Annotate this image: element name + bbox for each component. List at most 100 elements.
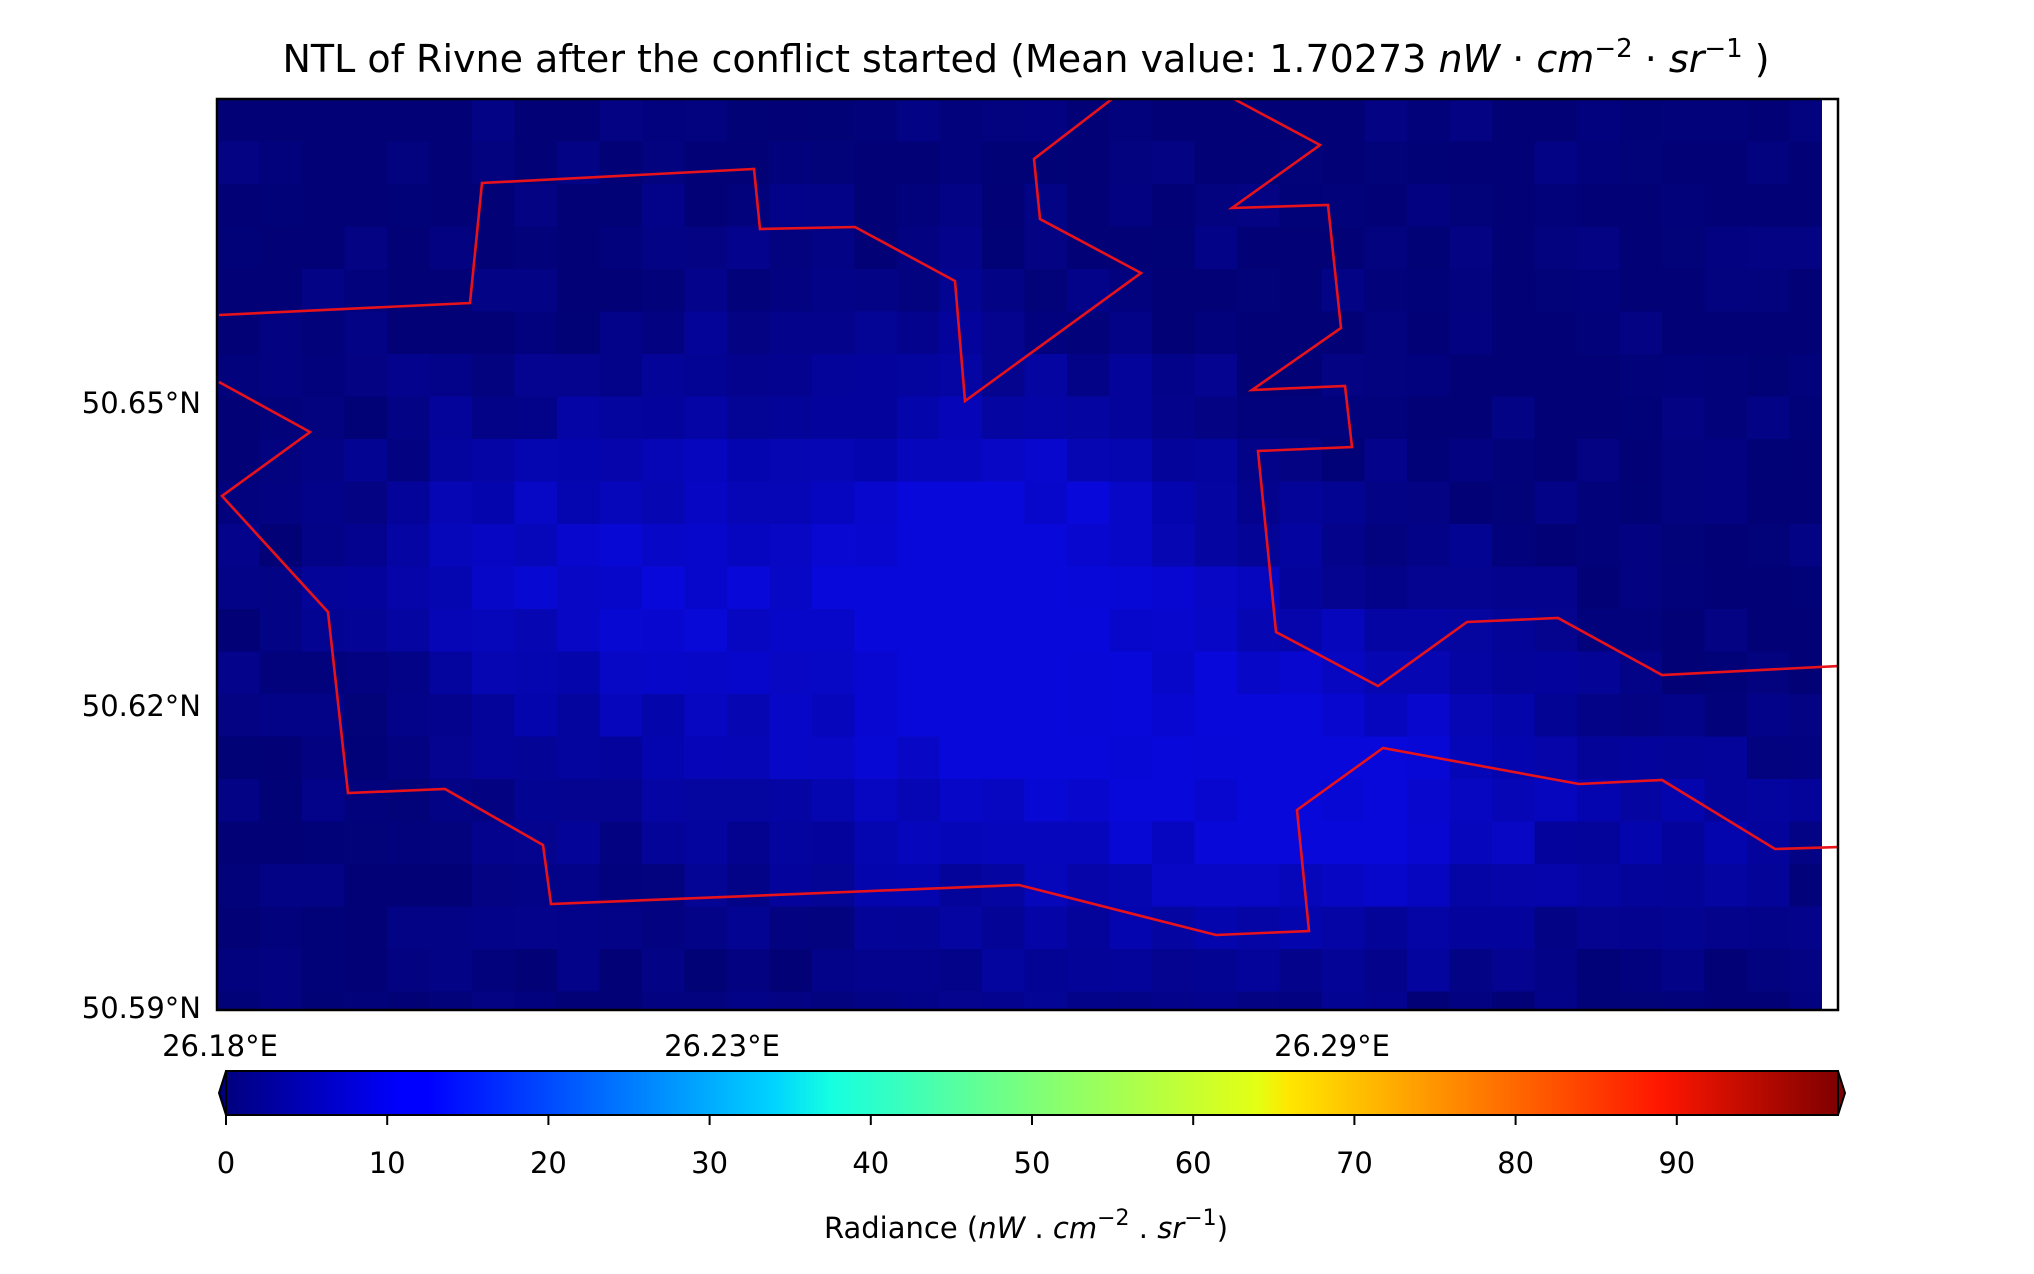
- raster-pixel: [939, 566, 983, 610]
- raster-pixel: [727, 524, 771, 568]
- raster-pixel: [344, 226, 388, 270]
- raster-pixel: [1152, 184, 1196, 228]
- raster-pixel: [1492, 481, 1536, 525]
- raster-pixel: [1449, 439, 1493, 483]
- raster-pixel: [259, 779, 303, 823]
- raster-pixel: [982, 779, 1026, 823]
- raster-pixel: [1322, 736, 1366, 780]
- raster-pixel: [854, 779, 898, 823]
- raster-pixel: [259, 566, 303, 610]
- raster-pixel: [387, 566, 431, 610]
- raster-pixel: [769, 184, 813, 228]
- raster-pixel: [1279, 311, 1323, 355]
- colorbar-gradient: [226, 1071, 1838, 1115]
- raster-pixel: [1194, 949, 1238, 993]
- raster-pixel: [684, 779, 728, 823]
- raster-pixel: [1577, 821, 1621, 865]
- raster-pixel: [302, 354, 346, 398]
- raster-pixel: [1024, 694, 1068, 738]
- raster-pixel: [429, 396, 473, 440]
- raster-pixel: [1662, 354, 1706, 398]
- raster-pixel: [387, 226, 431, 270]
- raster-pixel: [1067, 524, 1111, 568]
- raster-pixel: [599, 566, 643, 610]
- raster-pixel: [1534, 226, 1578, 270]
- raster-pixel: [1237, 864, 1281, 908]
- raster-pixel: [1067, 949, 1111, 993]
- raster-pixel: [727, 566, 771, 610]
- raster-pixel: [514, 949, 558, 993]
- raster-pixel: [1364, 991, 1408, 1010]
- raster-pixel: [217, 141, 261, 185]
- raster-pixel: [514, 736, 558, 780]
- raster-pixel: [557, 396, 601, 440]
- raster-pixel: [1322, 949, 1366, 993]
- raster-pixel: [599, 991, 643, 1010]
- raster-pixel: [812, 991, 856, 1010]
- lon-tick-label: 26.23°E: [664, 1029, 780, 1063]
- raster-pixel: [854, 609, 898, 653]
- raster-pixel: [557, 651, 601, 695]
- raster-pixel: [217, 311, 261, 355]
- raster-pixel: [217, 481, 261, 525]
- raster-pixel: [897, 991, 941, 1010]
- raster-pixel: [812, 226, 856, 270]
- raster-pixel: [1109, 439, 1153, 483]
- raster-pixel: [1492, 311, 1536, 355]
- raster-pixel: [812, 566, 856, 610]
- raster-pixel: [599, 99, 643, 143]
- raster-pixel: [897, 524, 941, 568]
- raster-pixel: [939, 694, 983, 738]
- raster-pixel: [769, 99, 813, 143]
- raster-pixel: [1279, 779, 1323, 823]
- raster-pixel: [1024, 184, 1068, 228]
- raster-pixel: [259, 651, 303, 695]
- raster-pixel: [1364, 184, 1408, 228]
- raster-pixel: [302, 609, 346, 653]
- raster-pixel: [1109, 481, 1153, 525]
- raster-pixel: [982, 906, 1026, 950]
- raster-pixel: [472, 396, 516, 440]
- raster-pixel: [1449, 269, 1493, 313]
- raster-pixel: [854, 354, 898, 398]
- raster-pixel: [1619, 949, 1663, 993]
- raster-pixel: [1067, 906, 1111, 950]
- raster-pixel: [1067, 566, 1111, 610]
- raster-pixel: [854, 736, 898, 780]
- raster-pixel: [982, 694, 1026, 738]
- raster-pixel: [1449, 694, 1493, 738]
- raster-pixel: [1747, 269, 1791, 313]
- raster-pixel: [1577, 779, 1621, 823]
- raster-pixel: [557, 311, 601, 355]
- raster-pixel: [897, 269, 941, 313]
- raster-pixel: [854, 864, 898, 908]
- raster-pixel: [1407, 524, 1451, 568]
- raster-pixel: [897, 439, 941, 483]
- raster-pixel: [727, 354, 771, 398]
- raster-pixel: [429, 949, 473, 993]
- raster-pixel: [514, 396, 558, 440]
- raster-pixel: [1279, 269, 1323, 313]
- raster-pixel: [1364, 99, 1408, 143]
- raster-pixel: [557, 226, 601, 270]
- raster-pixel: [1364, 481, 1408, 525]
- raster-pixel: [684, 991, 728, 1010]
- raster-pixel: [1577, 141, 1621, 185]
- colorbar-label: Radiance (nW . cm−2 . sr−1): [824, 1206, 1228, 1245]
- raster-pixel: [1492, 821, 1536, 865]
- raster-pixel: [514, 779, 558, 823]
- raster-pixel: [854, 269, 898, 313]
- raster-pixel: [1024, 396, 1068, 440]
- raster-pixel: [854, 396, 898, 440]
- raster-pixel: [1109, 311, 1153, 355]
- raster-pixel: [1577, 439, 1621, 483]
- raster-pixel: [344, 141, 388, 185]
- raster-pixel: [429, 906, 473, 950]
- raster-pixel: [769, 736, 813, 780]
- raster-pixel: [1619, 354, 1663, 398]
- raster-pixel: [982, 949, 1026, 993]
- colorbar-tick-label: 10: [369, 1146, 406, 1180]
- raster-pixel: [642, 736, 686, 780]
- raster-pixel: [472, 991, 516, 1010]
- raster-pixel: [1194, 821, 1238, 865]
